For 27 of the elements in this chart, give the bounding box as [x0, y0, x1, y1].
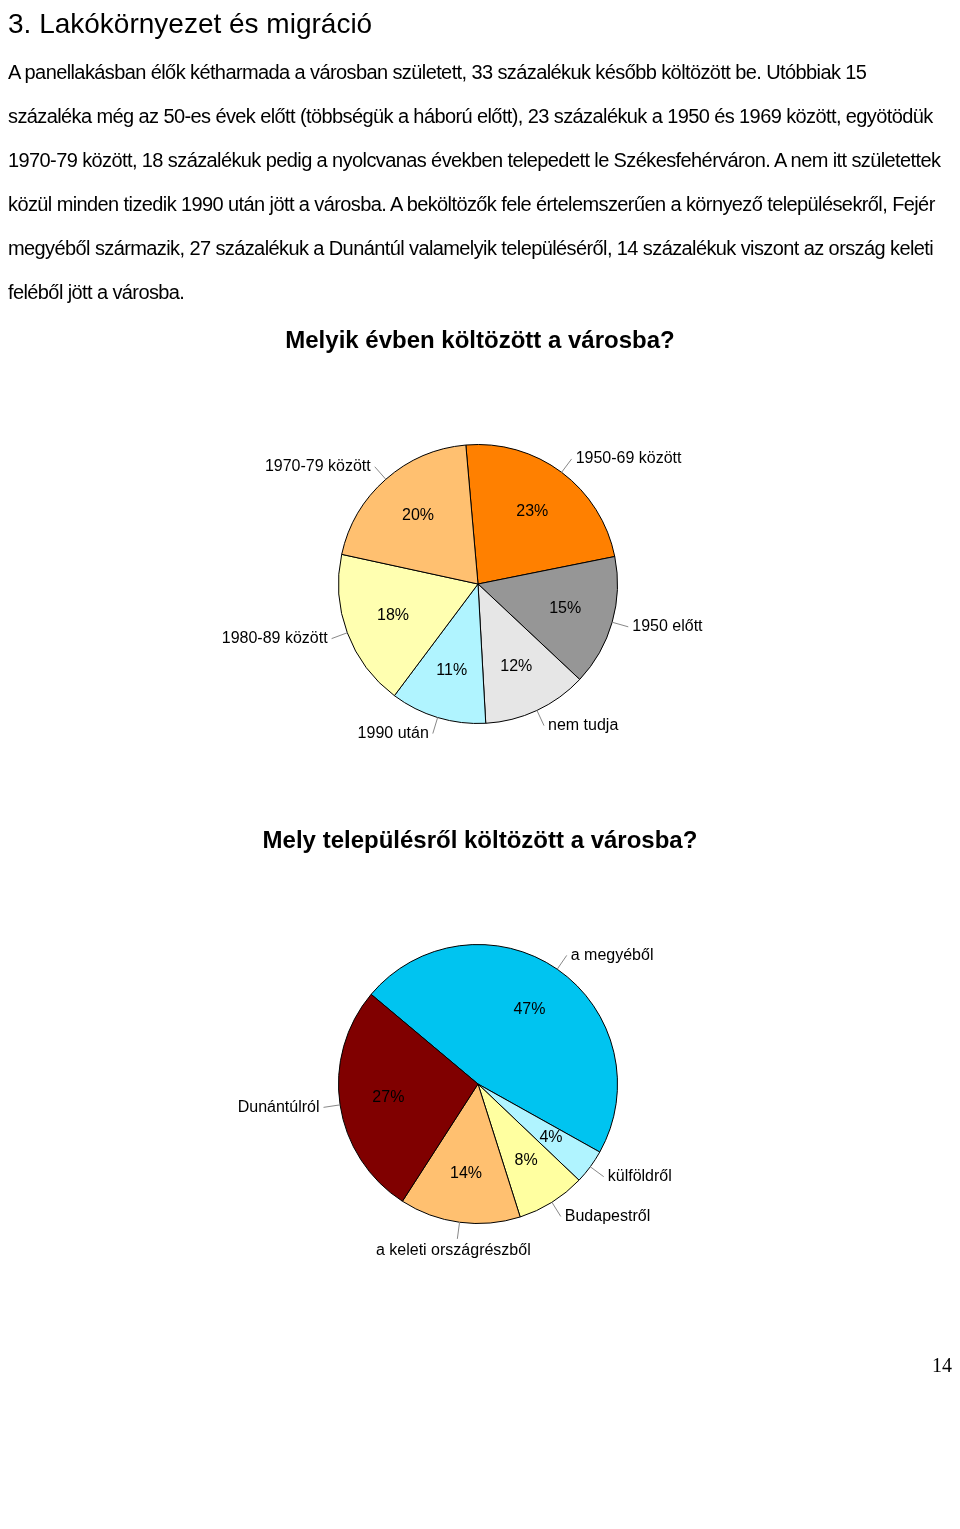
data-label: 47% [513, 999, 546, 1017]
data-label: 4% [539, 1128, 563, 1146]
slice-label: 1970-79 között [264, 457, 372, 475]
text: A panellakásban élők kétharmada a városban született, 33 százalékuk később költözött be. Utóbbiak 15 százaléka még az 50-es évek előtt (többségük a háború előtt), 23 százalékuk a 1950 és 1969 között, egyötödük 1970-79 között, 18 százalékuk pedig a nyolcvanas években telepedett le Székesfehérváron. A nem itt születettek közül minden tizedik 1990 után jött a városba. A beköltözők fele értelemszerűen a környező településekről, Fejér megyéből származik, 27 százalékuk a Dunántúl valamelyik településéről, 14 százalékuk viszont az ország keleti feléből jött a városba. [8, 60, 942, 305]
slice-label: 1950 előtt [632, 617, 704, 635]
data-label: 27% [372, 1087, 405, 1105]
slice-label: nem tudja [548, 716, 619, 734]
slice-label: a megyéből [570, 945, 654, 963]
chart-title: Melyik évben költözött a városba? [284, 326, 676, 354]
data-label: 14% [449, 1164, 483, 1182]
data-label: 8% [514, 1151, 538, 1169]
slice-label: külföldről [607, 1167, 672, 1185]
slice-label: 1980-89 között [221, 629, 329, 647]
chart-title: Mely településről költözött a városba? [261, 826, 699, 854]
text: 14 [931, 1354, 952, 1377]
data-label: 18% [377, 606, 410, 624]
text: 3. Lakókörnyezet és migráció [8, 8, 374, 40]
slice-label: a keleti országrészből [375, 1241, 531, 1259]
slice-label: Dunántúlról [237, 1097, 320, 1115]
slice-label: 1950-69 között [575, 449, 683, 467]
data-label: 23% [516, 501, 549, 519]
slice-label: 1990 után [357, 723, 429, 741]
data-label: 20% [402, 506, 435, 524]
slice-label: Budapestről [564, 1206, 651, 1224]
data-label: 15% [549, 599, 582, 617]
data-label: 11% [436, 661, 468, 679]
data-label: 12% [500, 656, 533, 674]
